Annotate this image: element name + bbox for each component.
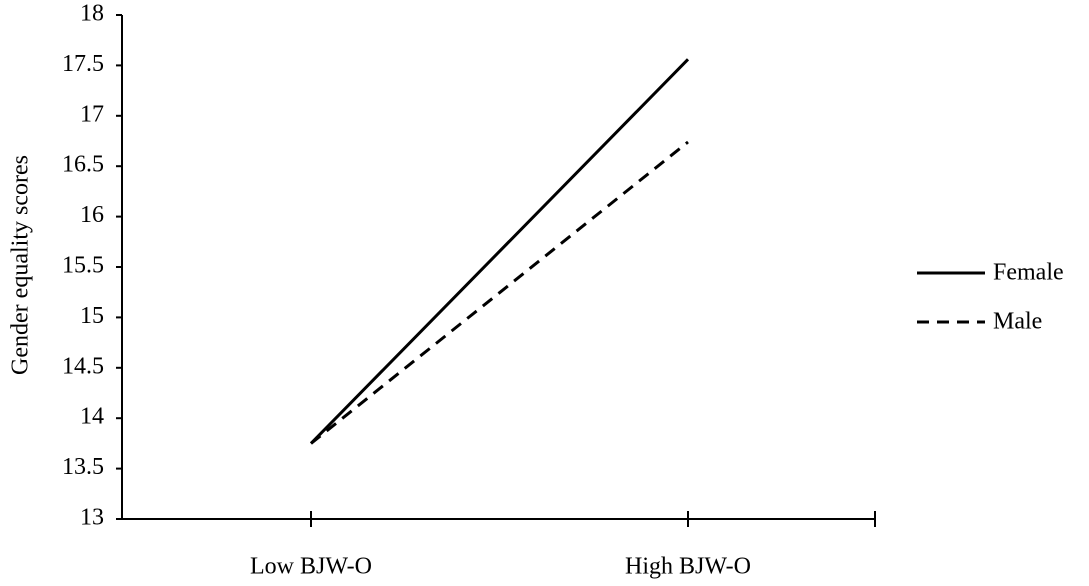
- legend-label: Female: [993, 260, 1064, 286]
- series-line: [309, 58, 690, 445]
- y-tick-label: 15: [80, 303, 104, 329]
- y-axis-label: Gender equality scores: [8, 155, 34, 375]
- y-tick-label: 18: [80, 1, 104, 27]
- y-tick-label: 17: [80, 101, 104, 127]
- y-tick-label: 16: [80, 202, 104, 228]
- legend-label: Male: [993, 309, 1042, 335]
- y-tick-label: 14: [80, 404, 104, 430]
- y-tick-label: 13: [80, 505, 104, 531]
- x-tick-label: High BJW-O: [625, 554, 751, 580]
- y-tick-label: 17.5: [62, 51, 104, 77]
- y-tick-label: 13.5: [62, 454, 104, 480]
- y-tick-label: 16.5: [62, 152, 104, 178]
- y-tick-label: 15.5: [62, 253, 104, 279]
- series-line: [310, 140, 689, 445]
- x-tick-label: Low BJW-O: [250, 554, 372, 580]
- y-tick-label: 14.5: [62, 353, 104, 379]
